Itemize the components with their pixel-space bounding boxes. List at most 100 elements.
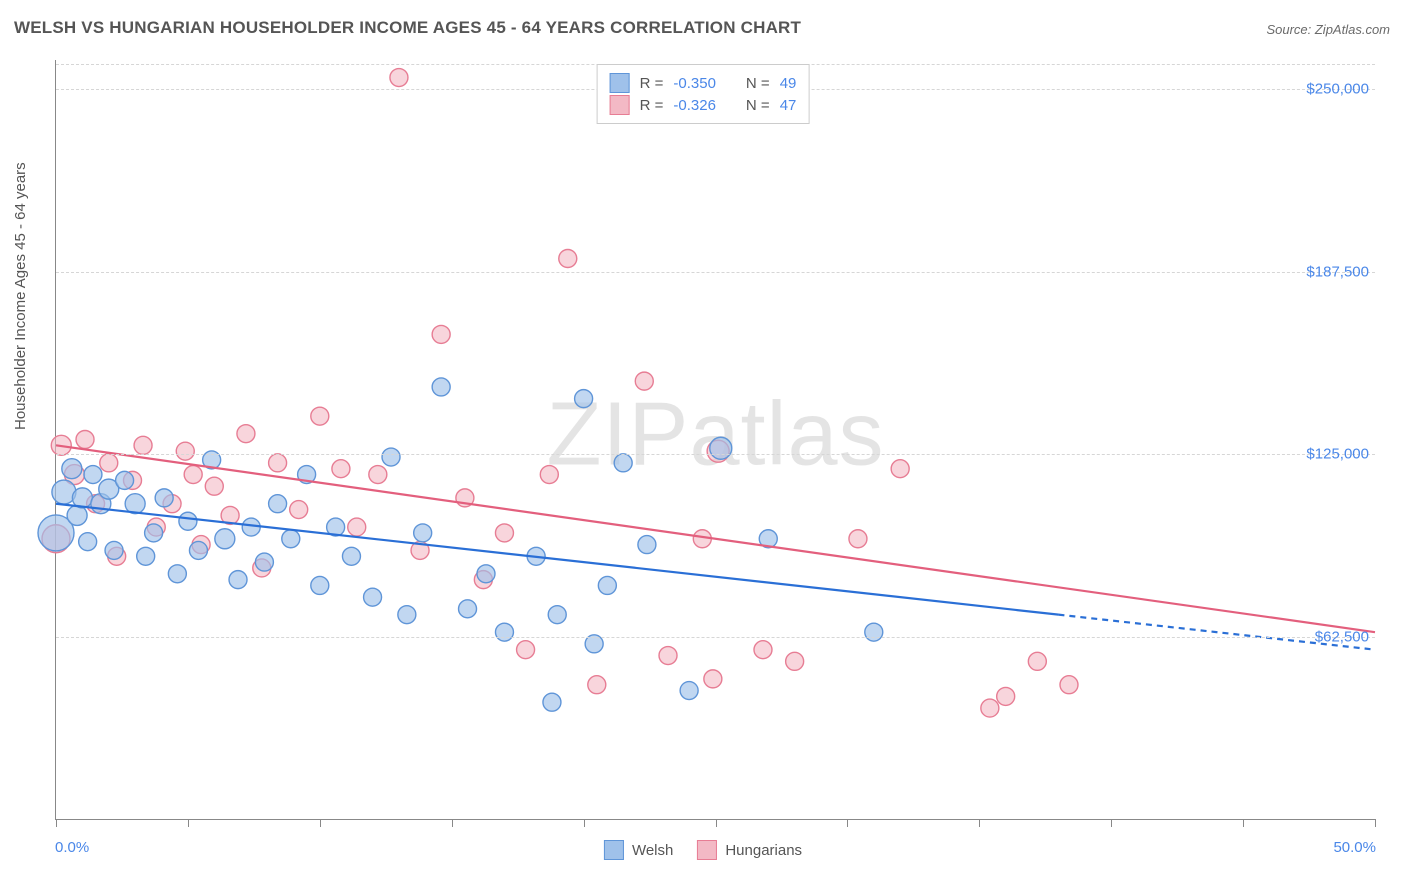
legend-label-welsh: Welsh xyxy=(632,842,673,859)
x-tick xyxy=(56,819,57,827)
y-axis-label: Householder Income Ages 45 - 64 years xyxy=(12,162,29,430)
data-point xyxy=(588,676,606,694)
data-point xyxy=(598,576,616,594)
data-point xyxy=(255,553,273,571)
n-label: N = xyxy=(746,75,770,92)
data-point xyxy=(710,437,732,459)
data-point xyxy=(495,524,513,542)
data-point xyxy=(290,501,308,519)
swatch-hungarians xyxy=(610,95,630,115)
gridline-h xyxy=(56,272,1375,273)
data-point xyxy=(176,442,194,460)
x-tick xyxy=(716,819,717,827)
data-point xyxy=(155,489,173,507)
data-point xyxy=(559,250,577,268)
n-label: N = xyxy=(746,97,770,114)
swatch-welsh xyxy=(610,73,630,93)
x-max-label: 50.0% xyxy=(1333,839,1376,856)
data-point xyxy=(134,436,152,454)
gridline-h xyxy=(56,454,1375,455)
data-point xyxy=(548,606,566,624)
n-welsh: 49 xyxy=(780,75,797,92)
swatch-welsh xyxy=(604,840,624,860)
x-tick xyxy=(1111,819,1112,827)
data-point xyxy=(189,541,207,559)
data-point xyxy=(638,536,656,554)
plot-area: ZIPatlas $62,500$125,000$187,500$250,000 xyxy=(55,60,1375,820)
data-point xyxy=(348,518,366,536)
data-point xyxy=(704,670,722,688)
data-point xyxy=(311,407,329,425)
swatch-hungarians xyxy=(697,840,717,860)
data-point xyxy=(680,682,698,700)
data-point xyxy=(269,495,287,513)
data-point xyxy=(495,623,513,641)
data-point xyxy=(575,390,593,408)
gridline-h xyxy=(56,637,1375,638)
x-min-label: 0.0% xyxy=(55,839,89,856)
y-tick-label: $62,500 xyxy=(1315,628,1369,645)
data-point xyxy=(849,530,867,548)
data-point xyxy=(269,454,287,472)
source-label: Source: ZipAtlas.com xyxy=(1266,22,1390,37)
data-point xyxy=(282,530,300,548)
data-point xyxy=(543,693,561,711)
data-point xyxy=(614,454,632,472)
trend-line xyxy=(56,445,1375,632)
data-point xyxy=(105,541,123,559)
x-tick xyxy=(188,819,189,827)
data-point xyxy=(432,378,450,396)
data-point xyxy=(79,533,97,551)
data-point xyxy=(635,372,653,390)
data-point xyxy=(179,512,197,530)
x-tick xyxy=(1375,819,1376,827)
data-point xyxy=(311,576,329,594)
x-tick xyxy=(1243,819,1244,827)
trend-line xyxy=(56,504,1058,615)
r-hungarians: -0.326 xyxy=(673,97,716,114)
data-point xyxy=(369,466,387,484)
chart-title: WELSH VS HUNGARIAN HOUSEHOLDER INCOME AG… xyxy=(14,18,801,38)
data-point xyxy=(517,641,535,659)
data-point xyxy=(786,652,804,670)
x-tick xyxy=(452,819,453,827)
legend-item-hungarians: Hungarians xyxy=(697,840,802,860)
data-point xyxy=(997,687,1015,705)
data-point xyxy=(865,623,883,641)
data-point xyxy=(100,454,118,472)
x-tick xyxy=(979,819,980,827)
data-point xyxy=(145,524,163,542)
data-point xyxy=(540,466,558,484)
data-point xyxy=(891,460,909,478)
data-point xyxy=(382,448,400,466)
data-point xyxy=(205,477,223,495)
series-legend: Welsh Hungarians xyxy=(604,840,802,860)
data-point xyxy=(981,699,999,717)
data-point xyxy=(332,460,350,478)
data-point xyxy=(116,471,134,489)
y-tick-label: $187,500 xyxy=(1306,263,1369,280)
correlation-legend: R = -0.350 N = 49 R = -0.326 N = 47 xyxy=(597,64,810,124)
data-point xyxy=(215,529,235,549)
data-point xyxy=(342,547,360,565)
corr-row-hungarians: R = -0.326 N = 47 xyxy=(610,95,797,115)
data-point xyxy=(364,588,382,606)
y-tick-label: $250,000 xyxy=(1306,81,1369,98)
data-point xyxy=(1060,676,1078,694)
data-point xyxy=(1028,652,1046,670)
data-point xyxy=(168,565,186,583)
data-point xyxy=(62,459,82,479)
r-label: R = xyxy=(640,75,664,92)
data-point xyxy=(390,69,408,87)
legend-label-hungarians: Hungarians xyxy=(725,842,802,859)
data-point xyxy=(659,647,677,665)
data-point xyxy=(459,600,477,618)
x-tick xyxy=(320,819,321,827)
data-point xyxy=(237,425,255,443)
data-point xyxy=(432,325,450,343)
legend-item-welsh: Welsh xyxy=(604,840,673,860)
data-point xyxy=(184,466,202,484)
r-welsh: -0.350 xyxy=(673,75,716,92)
data-point xyxy=(137,547,155,565)
data-point xyxy=(477,565,495,583)
